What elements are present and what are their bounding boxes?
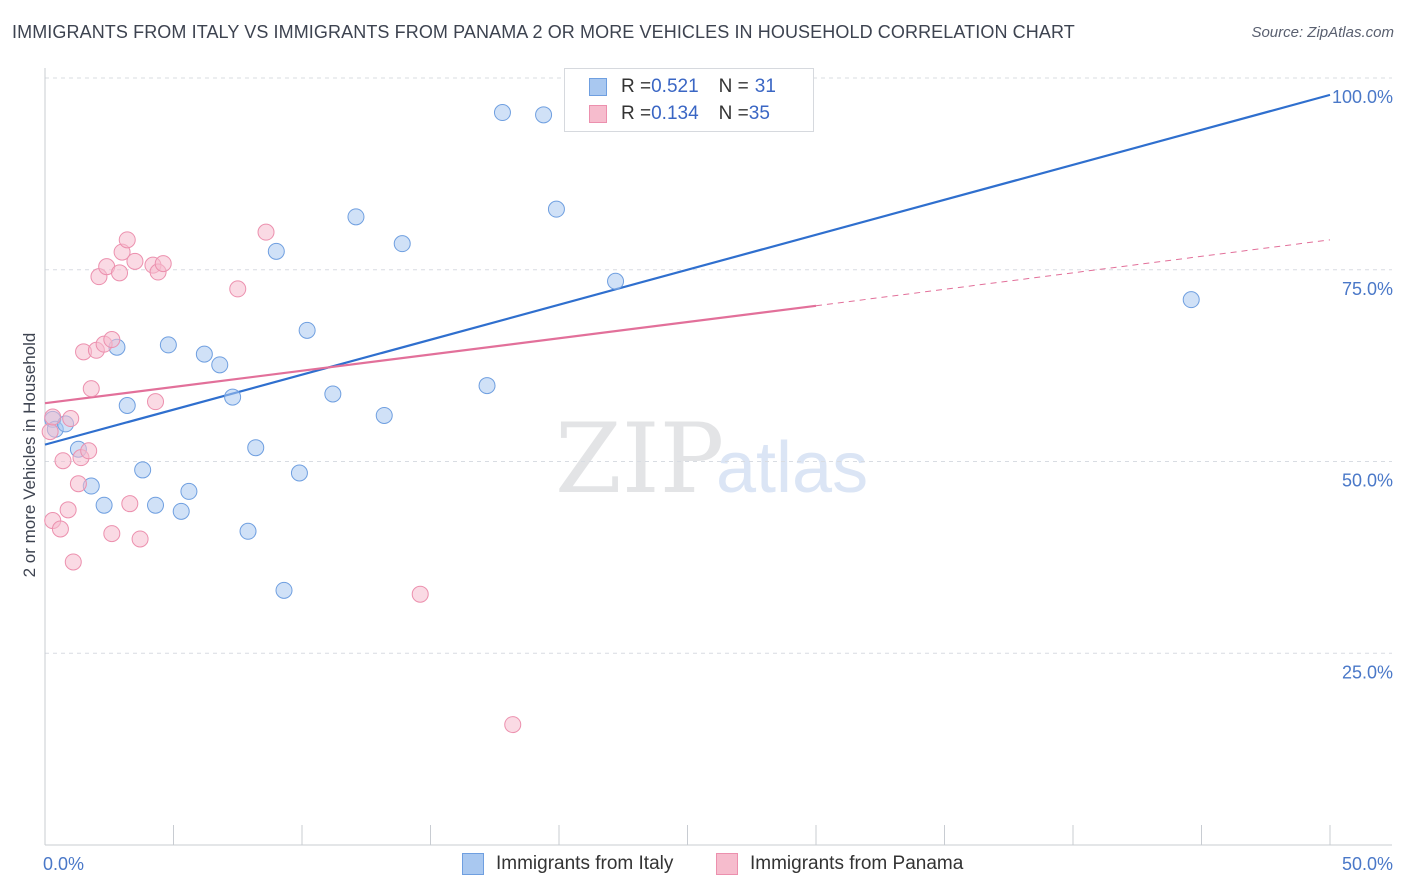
watermark: ZIP atlas (555, 403, 868, 515)
italy-point (478, 377, 496, 395)
chart-title: IMMIGRANTS FROM ITALY VS IMMIGRANTS FROM… (12, 22, 1075, 42)
italy-point (147, 496, 165, 514)
panama-point (59, 501, 77, 519)
x-tick-label: 0.0% (43, 854, 84, 874)
legend-r-value: 0.134 (651, 103, 699, 124)
legend-n-value: 35 (748, 103, 770, 124)
italy-point (393, 235, 411, 253)
panama-point (118, 231, 136, 249)
italy-point (375, 406, 393, 424)
italy-point (1182, 291, 1200, 309)
panama-point (111, 264, 129, 282)
legend-row-italy: R = 0.521 N = 31 (589, 74, 776, 100)
legend-n-value: 31 (754, 76, 776, 97)
source-credit: Source: ZipAtlas.com (1251, 24, 1394, 41)
watermark-zip: ZIP (555, 403, 724, 515)
panama-point (41, 423, 59, 441)
italy-point (290, 464, 308, 482)
panama-point (504, 716, 522, 734)
italy-point (118, 397, 136, 415)
axes (44, 68, 1392, 846)
legend-r-label: R = (621, 103, 652, 124)
y-tick-label: 100.0% (1332, 87, 1393, 107)
panama-point (82, 380, 100, 398)
legend-swatch-italy (589, 78, 607, 96)
legend-r-value: 0.521 (651, 76, 699, 97)
italy-point (247, 439, 265, 457)
watermark-atlas: atlas (716, 428, 868, 508)
grid-lines (45, 77, 1392, 654)
x-tick-label: 50.0% (1342, 854, 1393, 874)
panama-point (411, 585, 429, 603)
legend-label-italy: Immigrants from Italy (496, 853, 674, 874)
italy-point (224, 388, 242, 406)
italy-point (493, 104, 511, 122)
italy-point (95, 496, 113, 514)
panama-point (64, 553, 82, 571)
panama-point (154, 255, 172, 273)
panama-point (80, 442, 98, 460)
panama-point (103, 331, 121, 349)
panama-point (126, 252, 144, 270)
italy-point (211, 356, 229, 374)
legend-label-panama: Immigrants from Panama (750, 853, 964, 874)
panama-point (54, 452, 72, 470)
panama-trend-line (44, 304, 817, 405)
italy-point (239, 522, 257, 540)
italy-point (324, 385, 342, 403)
italy-point (275, 581, 293, 599)
italy-point (607, 272, 625, 290)
italy-point (180, 482, 198, 500)
panama-point (51, 520, 69, 538)
legend-row-panama: R = 0.134 N = 35 (589, 101, 770, 127)
y-tick-label: 25.0% (1342, 662, 1393, 682)
italy-trend-line (44, 93, 1331, 446)
panama-point (62, 410, 80, 428)
panama-point (257, 223, 275, 241)
panama-point (229, 280, 247, 298)
italy-point (267, 242, 285, 260)
legend-r-label: R = (621, 76, 652, 97)
legend-swatch-panama (716, 853, 738, 875)
italy-point (347, 208, 365, 226)
italy-point (195, 345, 213, 363)
y-tick-label: 50.0% (1342, 471, 1393, 491)
italy-point (535, 106, 553, 124)
italy-point (159, 336, 177, 354)
data-points (41, 75, 1200, 734)
correlation-legend: R = 0.521 N = 31 R = 0.134 N = 35 (564, 68, 814, 132)
panama-point (69, 475, 87, 493)
panama-point (121, 495, 139, 513)
legend-swatch-panama (589, 105, 607, 123)
italy-point (172, 502, 190, 520)
panama-trend-extension (815, 239, 1331, 307)
panama-point (147, 393, 165, 411)
y-tick-label: 75.0% (1342, 279, 1393, 299)
legend-n-label: N = (718, 76, 749, 97)
panama-point (44, 408, 62, 426)
italy-point (134, 461, 152, 479)
legend-swatch-italy (462, 853, 484, 875)
legend-item-panama: Immigrants from Panama (716, 852, 963, 876)
trend-lines (44, 93, 1331, 446)
legend-item-italy: Immigrants from Italy (462, 852, 673, 876)
legend-n-label: N = (718, 103, 749, 124)
panama-point (131, 530, 149, 548)
italy-point (547, 200, 565, 218)
italy-point (298, 321, 316, 339)
panama-point (103, 525, 121, 543)
tick-labels: 25.0% 50.0% 75.0% 100.0% 0.0% 50.0% (43, 87, 1393, 874)
